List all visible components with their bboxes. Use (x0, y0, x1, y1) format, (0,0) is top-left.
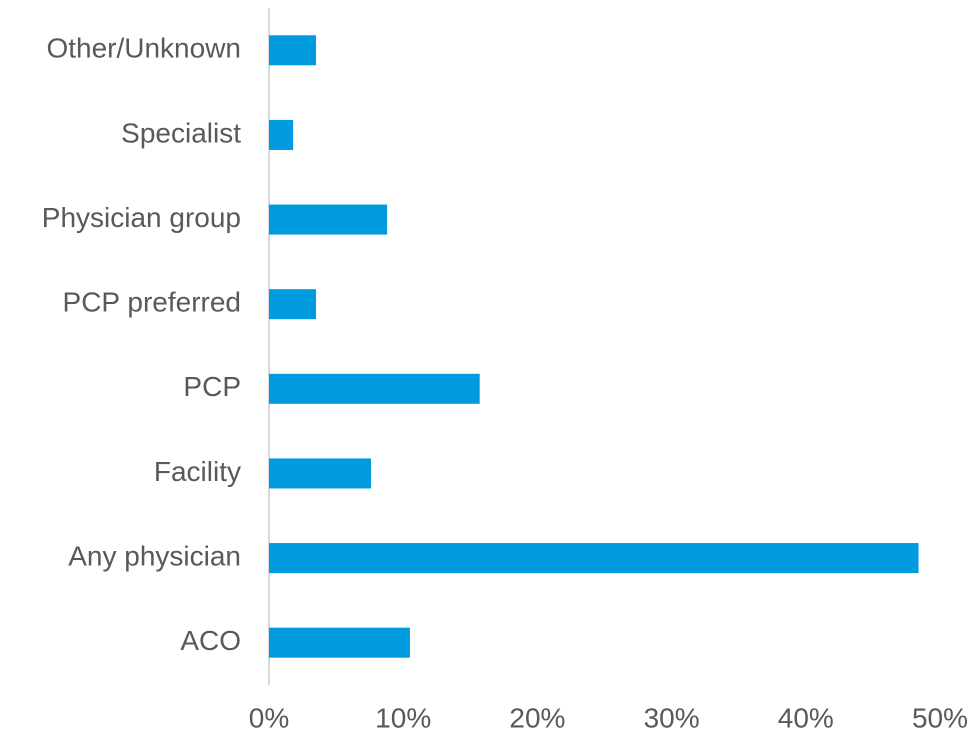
y-tick-label: Facility (154, 456, 241, 487)
y-tick-label: Any physician (68, 540, 241, 571)
y-tick-label: Physician group (42, 202, 241, 233)
bar (269, 289, 316, 320)
x-tick-label: 10% (375, 702, 431, 733)
bar (269, 458, 371, 489)
bar (269, 373, 480, 404)
bar (269, 35, 316, 66)
x-tick-label: 20% (509, 702, 565, 733)
y-tick-label: PCP (183, 371, 241, 402)
x-tick-label: 30% (644, 702, 700, 733)
bar (269, 119, 294, 150)
y-tick-label: ACO (180, 625, 241, 656)
y-tick-label: Specialist (121, 117, 241, 148)
bar (269, 204, 388, 235)
bar (269, 627, 410, 658)
y-tick-label: PCP preferred (63, 287, 241, 318)
y-tick-label: Other/Unknown (46, 33, 241, 64)
x-tick-label: 40% (778, 702, 834, 733)
bar (269, 543, 919, 574)
x-tick-label: 50% (912, 702, 968, 733)
x-tick-label: 0% (249, 702, 289, 733)
